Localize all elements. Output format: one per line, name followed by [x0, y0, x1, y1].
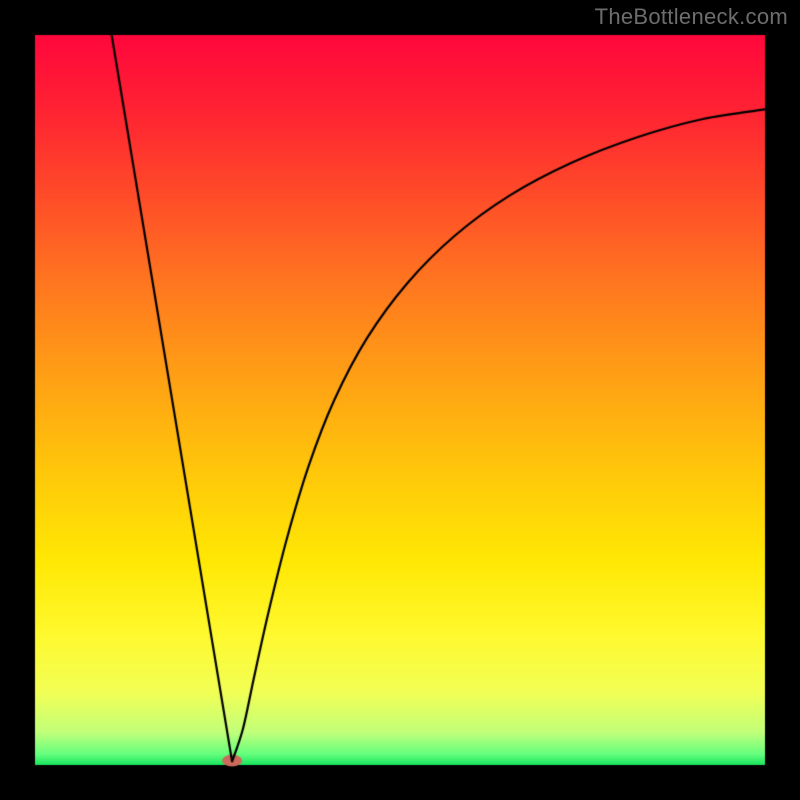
gradient-chart-canvas [0, 0, 800, 800]
chart-stage: TheBottleneck.com [0, 0, 800, 800]
watermark-text: TheBottleneck.com [595, 4, 788, 30]
